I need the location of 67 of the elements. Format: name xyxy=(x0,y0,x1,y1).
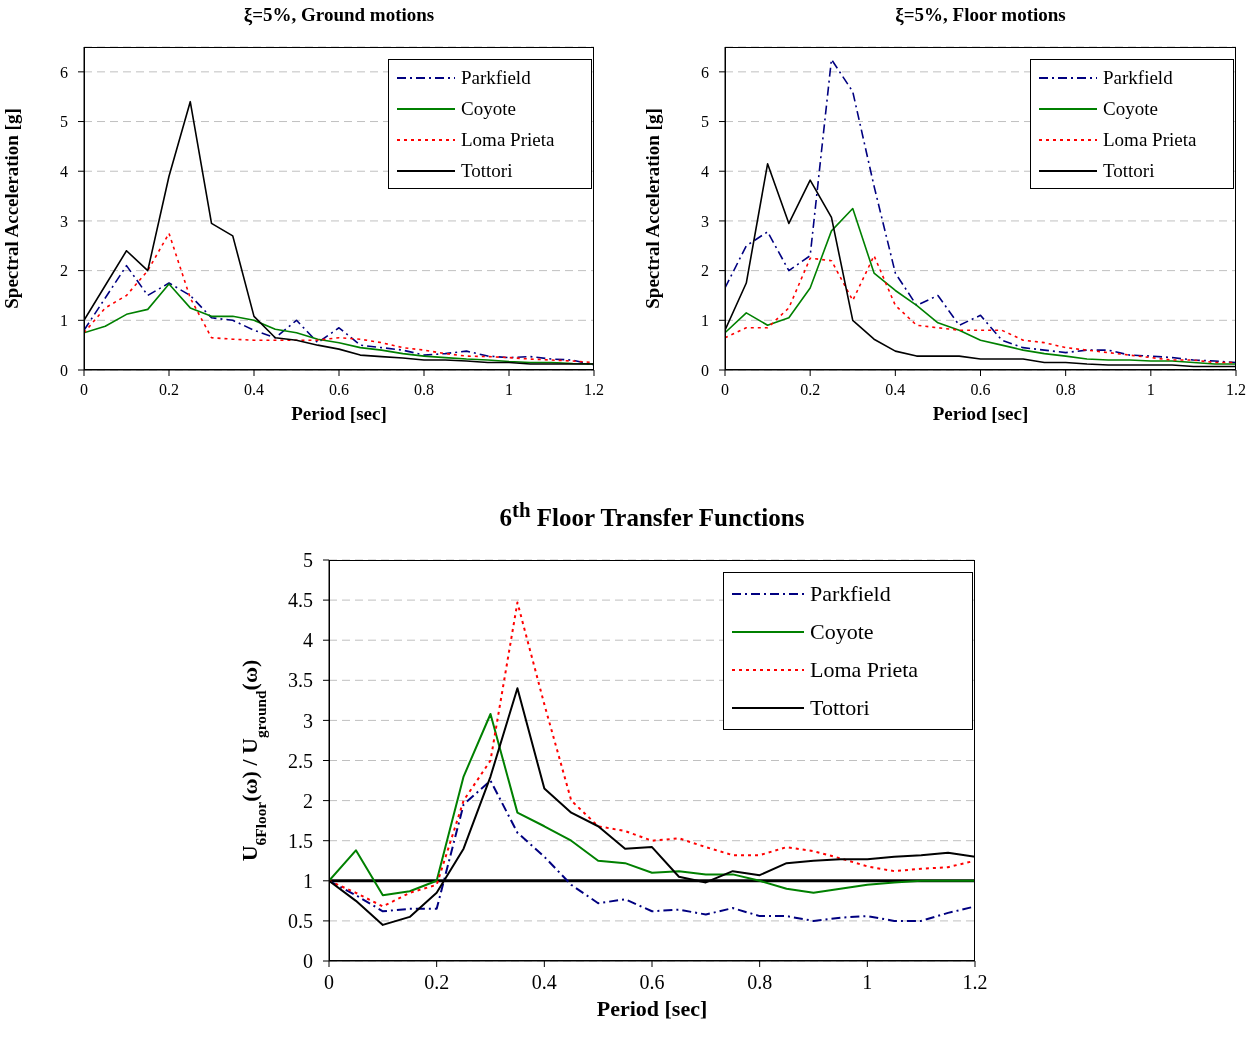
y-tick-label: 3 xyxy=(303,709,313,732)
x-tick-label: 0 xyxy=(721,381,729,399)
y-tick-label: 4.5 xyxy=(288,589,313,612)
y-tick-label: 4 xyxy=(303,629,313,652)
x-axis-title: Period [sec] xyxy=(291,403,387,424)
x-tick-label: 1 xyxy=(862,971,873,994)
y-tick-label: 3 xyxy=(701,212,709,230)
legend-label: Loma Prieta xyxy=(810,656,919,684)
chart-title: ξ=5%, Ground motions xyxy=(242,4,436,26)
y-tick-label: 6 xyxy=(60,63,68,81)
y-tick-label: 2 xyxy=(303,789,313,812)
legend-label: Tottori xyxy=(461,159,513,183)
y-tick-label: 2 xyxy=(60,262,68,280)
x-tick-label: 0.6 xyxy=(639,971,665,994)
y-tick-label: 5 xyxy=(303,549,313,572)
x-tick-label: 0.4 xyxy=(244,381,264,399)
x-tick-label: 0.8 xyxy=(1055,381,1076,399)
chart-title: 6$^{th}$ Floor Transfer Functions xyxy=(498,498,806,533)
x-tick-label: 0.6 xyxy=(329,381,349,399)
legend-label: Coyote xyxy=(461,97,516,121)
y-tick-label: 5 xyxy=(701,113,709,131)
x-tick-label: 1.2 xyxy=(1226,381,1246,399)
y-tick-label: 2.5 xyxy=(288,749,313,772)
legend-label: Parkfield xyxy=(810,580,891,608)
x-tick-label: 0.2 xyxy=(424,971,450,994)
x-tick-label: 0.2 xyxy=(159,381,179,399)
legend-label: Loma Prieta xyxy=(461,128,555,152)
y-tick-label: 0 xyxy=(60,361,68,379)
x-tick-label: 0.8 xyxy=(747,971,773,994)
x-tick-label: 0.6 xyxy=(970,381,991,399)
y-tick-label: 2 xyxy=(701,262,709,280)
legend-label: Parkfield xyxy=(1103,66,1173,90)
y-tick-label: 0.5 xyxy=(288,910,313,932)
x-axis-title: Period [sec] xyxy=(596,996,708,1021)
y-tick-label: 3.5 xyxy=(288,669,313,692)
x-tick-label: 0.4 xyxy=(885,381,906,399)
legend-label: Tottori xyxy=(1103,159,1155,183)
y-axis-title: Spectral Acceleration [g] xyxy=(642,108,663,309)
x-axis-title: Period [sec] xyxy=(932,403,1029,424)
x-tick-label: 0.2 xyxy=(800,381,821,399)
legend-label: Coyote xyxy=(1103,97,1158,121)
y-tick-label: 0 xyxy=(303,950,313,973)
legend-label: Loma Prieta xyxy=(1103,128,1197,152)
y-tick-label: 6 xyxy=(701,63,709,81)
y-tick-label: 3 xyxy=(60,212,68,230)
y-tick-label: 4 xyxy=(701,162,709,180)
y-tick-label: 1 xyxy=(701,311,709,329)
y-tick-label: 1 xyxy=(303,869,313,892)
legend-label: Parkfield xyxy=(461,66,531,90)
x-tick-label: 0 xyxy=(324,971,334,994)
x-tick-label: 0 xyxy=(80,381,88,399)
chart-title: ξ=5%, Floor motions xyxy=(894,4,1067,26)
y-tick-label: 4 xyxy=(60,162,68,180)
x-tick-label: 0.4 xyxy=(531,971,557,994)
x-tick-label: 1 xyxy=(505,381,513,399)
legend-label: Coyote xyxy=(810,618,874,646)
line-series xyxy=(725,207,1236,365)
legend-label: Tottori xyxy=(810,694,870,722)
x-tick-label: 1.2 xyxy=(962,971,988,994)
y-tick-label: 1.5 xyxy=(288,829,313,852)
y-tick-label: 5 xyxy=(60,113,68,131)
x-tick-label: 0.8 xyxy=(414,381,434,399)
y-axis-title: Spectral Acceleration [g] xyxy=(1,108,22,309)
x-tick-label: 1.2 xyxy=(584,381,604,399)
y-tick-label: 0 xyxy=(701,361,709,379)
x-tick-label: 1 xyxy=(1146,381,1155,399)
y-tick-label: 1 xyxy=(60,311,68,329)
